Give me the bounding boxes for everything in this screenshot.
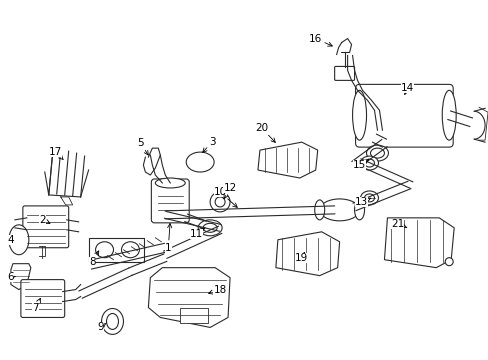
Ellipse shape [354, 200, 364, 220]
Text: 7: 7 [32, 298, 41, 312]
Text: 18: 18 [208, 284, 226, 294]
Ellipse shape [215, 197, 224, 207]
Ellipse shape [95, 242, 113, 258]
Text: 9: 9 [97, 323, 106, 332]
Ellipse shape [441, 90, 455, 140]
Text: 12: 12 [223, 183, 236, 199]
Ellipse shape [444, 258, 452, 266]
Ellipse shape [203, 223, 217, 232]
Ellipse shape [360, 156, 378, 170]
Text: 20: 20 [255, 123, 275, 143]
Polygon shape [148, 268, 229, 328]
Bar [88, 238, 144, 262]
Text: 1: 1 [164, 224, 171, 253]
Text: 21: 21 [390, 219, 406, 229]
Polygon shape [11, 264, 31, 289]
Text: 14: 14 [400, 84, 413, 94]
Text: 16: 16 [308, 33, 331, 46]
Polygon shape [384, 218, 453, 268]
FancyBboxPatch shape [334, 67, 354, 80]
FancyBboxPatch shape [151, 179, 189, 223]
FancyBboxPatch shape [23, 206, 68, 248]
Polygon shape [258, 142, 317, 178]
Text: 2: 2 [40, 215, 50, 225]
Text: 15: 15 [352, 160, 368, 170]
Ellipse shape [364, 159, 374, 167]
FancyBboxPatch shape [355, 84, 452, 147]
Ellipse shape [102, 309, 123, 334]
Text: 3: 3 [202, 137, 215, 152]
Ellipse shape [364, 194, 374, 202]
Bar [180, 307, 208, 323]
Ellipse shape [360, 191, 378, 205]
Text: 11: 11 [189, 228, 204, 239]
Text: 8: 8 [89, 251, 99, 267]
Ellipse shape [314, 200, 324, 220]
Ellipse shape [366, 145, 387, 161]
Text: 4: 4 [8, 235, 14, 245]
Text: 17: 17 [49, 147, 63, 159]
Polygon shape [275, 232, 339, 276]
Ellipse shape [319, 199, 359, 221]
Ellipse shape [155, 178, 185, 188]
Ellipse shape [186, 152, 214, 172]
Ellipse shape [121, 242, 139, 258]
Text: 13: 13 [354, 197, 370, 207]
Ellipse shape [352, 90, 366, 140]
Text: 19: 19 [295, 252, 308, 263]
Ellipse shape [106, 314, 118, 329]
Ellipse shape [9, 225, 29, 255]
Ellipse shape [370, 148, 384, 158]
FancyBboxPatch shape [21, 280, 64, 318]
Text: 5: 5 [137, 138, 148, 155]
Text: 6: 6 [8, 272, 15, 282]
Ellipse shape [198, 220, 222, 236]
Ellipse shape [210, 192, 229, 212]
Text: 10: 10 [213, 187, 237, 207]
